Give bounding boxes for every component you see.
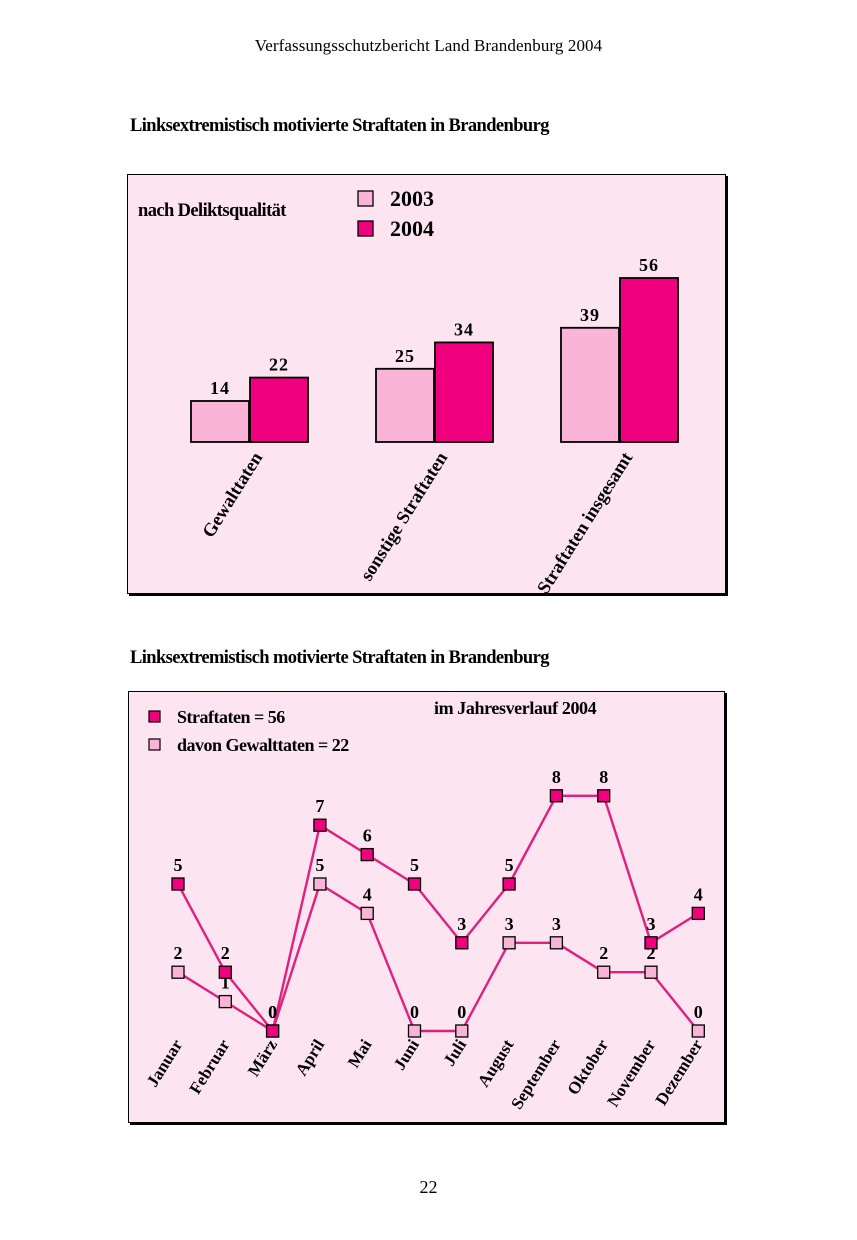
point-label-1-8: 3 xyxy=(552,914,561,934)
point-label-1-10: 2 xyxy=(647,943,656,963)
bar-2004-0 xyxy=(249,376,309,443)
point-label-1-3: 5 xyxy=(315,855,324,875)
bar-chart: nach Deliktsqualität 2003 2004 14 22 Gewaltta… xyxy=(138,186,679,598)
point-label-0-2: 0 xyxy=(268,1002,277,1022)
point-label-1-9: 2 xyxy=(599,943,608,963)
point-1-5 xyxy=(407,1024,422,1038)
running-head: Verfassungsschutzbericht Land Brandenbur… xyxy=(254,36,603,55)
legend-swatch-2004 xyxy=(357,220,374,237)
category-label-2: Straftaten insgesamt xyxy=(534,448,638,597)
point-label-0-8: 8 xyxy=(552,767,561,787)
point-label-0-7: 5 xyxy=(505,855,514,875)
legend-swatch-1 xyxy=(148,738,161,751)
month-label-4: Mai xyxy=(344,1036,376,1071)
point-label-1-6: 0 xyxy=(457,1002,466,1022)
point-0-0 xyxy=(171,877,185,891)
month-label-7: August xyxy=(474,1036,518,1090)
month-label-6: Juli xyxy=(440,1036,471,1070)
point-label-0-0: 5 xyxy=(174,855,183,875)
bar-2003-0 xyxy=(190,400,250,443)
data-label-2003-2: 39 xyxy=(580,305,600,325)
point-0-10 xyxy=(644,936,658,950)
point-label-0-1: 2 xyxy=(221,943,230,963)
point-1-9 xyxy=(597,965,611,979)
data-label-2003-0: 14 xyxy=(210,378,230,398)
point-0-11 xyxy=(691,906,705,921)
bar-2004-2 xyxy=(619,277,679,443)
category-label-1: sonstige Straftaten xyxy=(357,448,452,584)
point-1-4 xyxy=(360,906,374,921)
legend-label-2004: 2004 xyxy=(390,216,434,241)
point-0-9 xyxy=(597,789,611,803)
bar-2004-1 xyxy=(434,341,494,443)
bar-2003-1 xyxy=(375,367,435,443)
legend-swatch-2003 xyxy=(357,190,374,207)
data-label-2004-0: 22 xyxy=(269,355,289,375)
line-chart-panel: im Jahresverlauf 2004 Straftaten = 56 davo… xyxy=(128,691,725,1123)
point-label-0-9: 8 xyxy=(599,767,608,787)
point-1-1 xyxy=(218,994,232,1009)
bar-2003-2 xyxy=(560,326,620,443)
month-label-1: Februar xyxy=(186,1036,234,1098)
month-label-3: April xyxy=(292,1036,329,1079)
point-0-1 xyxy=(218,965,232,979)
point-0-8 xyxy=(549,789,564,803)
point-label-0-3: 7 xyxy=(315,796,324,816)
point-1-8 xyxy=(549,936,564,950)
month-label-11: Dezember xyxy=(652,1036,707,1109)
point-1-10 xyxy=(644,965,658,979)
point-label-1-1: 1 xyxy=(221,973,230,993)
point-label-0-4: 6 xyxy=(363,826,372,846)
point-0-4 xyxy=(360,847,374,862)
point-label-0-11: 4 xyxy=(694,884,703,904)
series-line-1 xyxy=(177,882,700,1033)
data-label-2004-1: 34 xyxy=(454,319,474,339)
line-chart-subtitle: im Jahresverlauf 2004 xyxy=(434,698,597,718)
point-0-7 xyxy=(502,877,516,891)
point-0-5 xyxy=(407,877,422,891)
bar-chart-panel: nach Deliktsqualität 2003 2004 14 22 Gewaltta… xyxy=(127,174,726,598)
legend-label-0: Straftaten = 56 xyxy=(177,707,285,727)
data-label-2004-2: 56 xyxy=(639,255,659,275)
point-1-7 xyxy=(502,936,516,950)
category-label-0: Gewalttaten xyxy=(199,448,268,541)
point-label-0-5: 5 xyxy=(410,855,419,875)
legend-label-2003: 2003 xyxy=(390,186,434,211)
month-label-5: Juni xyxy=(390,1036,423,1074)
point-1-3 xyxy=(313,877,327,891)
point-label-1-5: 0 xyxy=(410,1002,419,1022)
data-label-2003-1: 25 xyxy=(395,346,415,366)
month-label-0: Januar xyxy=(143,1036,187,1091)
legend-swatch-0 xyxy=(148,710,161,723)
point-label-1-7: 3 xyxy=(505,914,514,934)
page-number: 22 xyxy=(419,1177,438,1197)
bar-chart-title: Linksextremistisch motivierte Straftaten… xyxy=(130,116,549,136)
point-1-0 xyxy=(171,965,185,979)
month-label-2: März xyxy=(244,1036,281,1080)
point-label-1-4: 4 xyxy=(363,884,372,904)
bar-chart-subtitle: nach Deliktsqualität xyxy=(138,201,287,221)
line-chart-title: Linksextremistisch motivierte Straftaten… xyxy=(130,648,549,668)
point-1-6 xyxy=(455,1024,469,1038)
line-chart: im Jahresverlauf 2004 Straftaten = 56 davo… xyxy=(143,698,707,1113)
point-1-11 xyxy=(691,1024,705,1038)
point-label-1-11: 0 xyxy=(694,1002,703,1022)
point-label-1-0: 2 xyxy=(174,943,183,963)
point-0-6 xyxy=(455,936,469,950)
series-line-0 xyxy=(176,794,699,1033)
point-label-1-2: 0 xyxy=(268,1002,277,1022)
point-0-3 xyxy=(313,818,327,832)
point-label-0-6: 3 xyxy=(457,914,466,934)
month-label-9: Oktober xyxy=(563,1036,612,1099)
point-0-2 xyxy=(265,1024,280,1038)
point-label-0-10: 3 xyxy=(647,914,656,934)
legend-label-1: davon Gewalttaten = 22 xyxy=(177,735,349,755)
